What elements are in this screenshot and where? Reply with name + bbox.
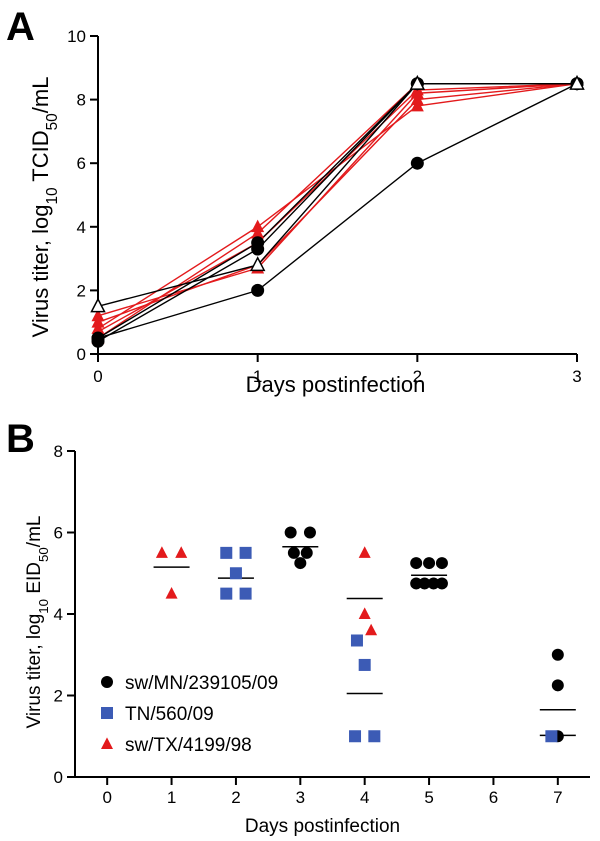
a-y-tick-label: 2 — [77, 281, 86, 300]
a-data-point — [249, 256, 266, 272]
a-data-point — [410, 156, 424, 170]
b-y-tick-label: 2 — [54, 687, 63, 706]
b-data-point — [435, 557, 448, 570]
b-data-point — [294, 557, 307, 570]
a-series-line — [97, 83, 578, 323]
b-data-point — [284, 526, 297, 539]
b-y-tick-label: 4 — [54, 605, 63, 624]
a-x-tick-label: 2 — [413, 367, 422, 386]
a-data-point — [91, 331, 105, 345]
b-x-tick-label: 4 — [360, 788, 369, 807]
b-legend-label: TN/560/09 — [125, 704, 214, 725]
b-data-point — [349, 730, 362, 743]
panel-b-label: B — [6, 417, 35, 461]
b-y-tick-label: 8 — [54, 442, 63, 461]
b-x-axis-title: Days postinfection — [245, 816, 400, 837]
b-data-point — [418, 577, 431, 590]
b-data-point — [220, 587, 233, 600]
panel-a-label: A — [6, 5, 35, 49]
a-x-axis-title: Days postinfection — [246, 372, 426, 397]
b-data-point — [410, 557, 423, 570]
a-data-point — [91, 308, 105, 322]
b-legend-label: sw/MN/239105/09 — [125, 673, 278, 694]
a-x-tick-label: 1 — [253, 367, 262, 386]
a-data-point — [410, 92, 424, 105]
b-data-point — [358, 546, 371, 558]
b-data-point — [358, 607, 371, 619]
b-x-tick-label: 5 — [424, 788, 433, 807]
a-data-point — [409, 74, 426, 90]
b-legend-label: sw/TX/4199/98 — [125, 735, 252, 756]
a-series-line — [97, 82, 577, 307]
a-y-tick-label: 6 — [77, 154, 86, 173]
b-data-point — [545, 730, 558, 743]
b-y-tick-label: 0 — [54, 768, 63, 787]
a-y-tick-label: 8 — [77, 91, 86, 110]
a-y-tick-label: 0 — [77, 345, 86, 364]
b-data-point — [427, 577, 440, 590]
a-series-line — [97, 83, 578, 317]
b-data-point — [229, 567, 242, 580]
a-data-point — [251, 283, 265, 297]
b-data-point — [350, 634, 363, 647]
b-x-tick-label: 2 — [231, 788, 240, 807]
b-data-point — [287, 546, 300, 559]
b-data-point — [165, 587, 178, 599]
b-data-point — [423, 557, 436, 570]
b-legend-marker — [101, 707, 113, 719]
a-data-point — [91, 315, 105, 328]
b-y-tick-label: 6 — [54, 524, 63, 543]
b-data-point — [365, 623, 378, 636]
a-data-point — [410, 98, 424, 112]
a-data-point — [251, 242, 265, 256]
b-data-point — [300, 546, 313, 559]
b-data-point — [220, 546, 233, 559]
b-data-point — [239, 587, 252, 600]
b-x-tick-label: 3 — [296, 788, 305, 807]
b-data-point — [303, 526, 316, 539]
a-data-point — [251, 219, 265, 233]
b-y-axis-title: Virus titer, log10 EID50/mL — [24, 516, 51, 729]
a-data-point — [569, 74, 585, 90]
a-data-point — [90, 297, 106, 313]
panel-b-chart: 0 2 4 6 8 0 1 2 3 4 5 6 7 Days postinfection Virus tit… — [24, 442, 590, 837]
a-series-line — [97, 82, 577, 342]
b-legend-marker — [101, 676, 113, 688]
panel-a-chart: 0 2 4 6 8 10 0 1 2 3 Days postinfection Virus titer… — [28, 27, 585, 397]
a-x-tick-label: 0 — [93, 367, 102, 386]
b-legend-marker — [101, 737, 113, 749]
a-y-tick-label: 10 — [67, 27, 86, 46]
b-data-point — [368, 730, 381, 743]
a-x-tick-label: 3 — [572, 367, 581, 386]
b-data-point — [551, 648, 564, 661]
a-data-point — [251, 226, 265, 239]
b-data-point — [410, 577, 423, 590]
b-data-point — [358, 658, 371, 671]
a-series-line — [97, 83, 578, 339]
b-x-tick-label: 6 — [489, 788, 498, 807]
b-data-point — [175, 546, 188, 558]
b-data-point — [239, 546, 252, 559]
b-x-tick-label: 1 — [167, 788, 176, 807]
a-y-axis-title: Virus titer, log10 TCID50/mL — [28, 77, 61, 338]
b-x-tick-label: 7 — [553, 788, 562, 807]
b-data-point — [435, 577, 448, 590]
b-x-tick-label: 0 — [102, 788, 111, 807]
b-data-point — [155, 546, 168, 558]
a-y-tick-label: 4 — [77, 218, 86, 237]
b-data-point — [551, 679, 564, 692]
